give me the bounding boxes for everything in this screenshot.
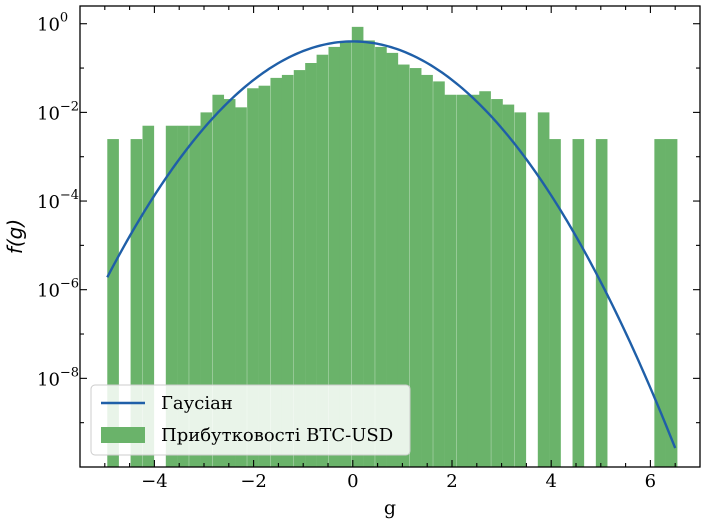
y-tick-label: 10−4 (37, 188, 79, 213)
x-tick-labels: −4 −2 0 2 4 6 (141, 471, 656, 492)
legend-gaussian-label: Гаусіан (161, 393, 233, 414)
legend-histogram-label: Прибутковості BTC-USD (161, 425, 393, 446)
histogram-bar (502, 104, 515, 467)
histogram-bar (142, 125, 155, 468)
x-tick-label: 4 (545, 471, 556, 492)
histogram-bar (456, 94, 469, 467)
histogram-bar (293, 70, 306, 467)
x-tick-label: 0 (347, 471, 358, 492)
histogram-bar (305, 63, 317, 468)
histogram-bar (537, 112, 550, 467)
y-tick-label: 10−6 (37, 277, 79, 302)
histogram-bar (223, 99, 236, 467)
histogram-bar (130, 139, 143, 467)
histogram-bar (397, 64, 410, 468)
histogram-bar (444, 94, 457, 467)
legend: Гаусіан Прибутковості BTC-USD (90, 384, 411, 456)
histogram-bar (212, 94, 225, 467)
y-tick-label: 10−2 (37, 99, 79, 124)
histogram-bar (247, 88, 259, 467)
histogram-bar (514, 112, 527, 467)
histogram-bars (107, 26, 678, 468)
x-axis-label: g (384, 497, 396, 519)
gaussian-curve (106, 40, 677, 449)
histogram-bar (351, 26, 364, 468)
histogram-bar (258, 85, 271, 468)
histogram-bar (654, 139, 666, 467)
x-tick-label: −2 (240, 471, 267, 492)
histogram-bar (421, 74, 433, 468)
histogram-bar (189, 125, 201, 468)
histogram-bar (386, 52, 399, 467)
y-tick-label: 100 (37, 11, 68, 36)
histogram-bar (433, 81, 445, 467)
histogram-bar (165, 125, 178, 468)
histogram-bar (281, 74, 294, 468)
histogram-bar (339, 41, 352, 467)
histogram-bar (665, 139, 678, 467)
legend-histogram-swatch (101, 427, 145, 443)
histogram-bar (549, 139, 561, 467)
x-tick-label: −4 (141, 471, 168, 492)
x-tick-label: 2 (446, 471, 457, 492)
x-tick-label: 6 (645, 471, 656, 492)
histogram-bar (177, 125, 189, 468)
histogram-bar (270, 77, 283, 467)
histogram-bar (107, 139, 119, 467)
histogram-bar (491, 99, 503, 467)
histogram-bar (363, 40, 375, 467)
histogram-bar (375, 46, 387, 467)
histogram-bar (316, 54, 329, 467)
legend-box (90, 384, 411, 456)
histogram-bar (595, 139, 608, 467)
histogram-bar (409, 68, 422, 468)
y-tick-labels: 100 10−2 10−4 10−6 10−8 (37, 11, 79, 391)
histogram-bar (235, 107, 247, 467)
histogram-bar (200, 112, 213, 467)
histogram-bar (467, 94, 480, 467)
histogram-bar (479, 91, 491, 468)
axis-ticks (80, 6, 700, 467)
histogram-bar (328, 46, 341, 467)
y-axis-label: f(g) (3, 219, 27, 254)
plot-frame (79, 5, 701, 468)
histogram-bar (572, 139, 585, 467)
y-tick-label: 10−8 (37, 365, 79, 390)
